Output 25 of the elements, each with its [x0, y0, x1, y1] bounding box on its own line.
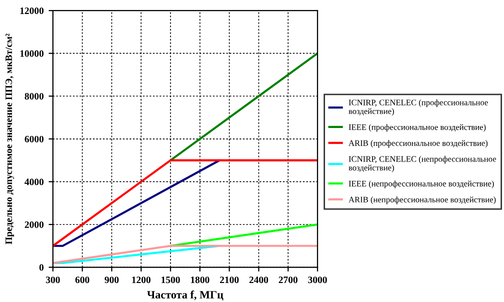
x-tick-label: 600 — [75, 276, 90, 284]
x-tick-label: 2400 — [249, 276, 268, 284]
x-tick-label: 3000 — [308, 276, 327, 284]
legend-label: ICNIRP, CENELEC (профессиональное воздействие) — [348, 99, 488, 116]
x-tick-label: 1800 — [190, 276, 210, 284]
legend-label: IEEE (профессиональное воздействие) — [348, 124, 486, 132]
x-tick-label: 300 — [46, 276, 60, 284]
y-tick-label: 8000 — [24, 93, 44, 100]
y-tick-label: 2000 — [24, 221, 44, 228]
y-tick-label: 0 — [39, 264, 44, 271]
legend-label: IEEE (непрофессиональное воздействие) — [348, 180, 494, 188]
y-tick-label: 6000 — [24, 136, 44, 142]
y-axis-title: Предельно допустимое значение ППЭ, мкВт/см² — [5, 34, 14, 244]
legend-label: ARIB (непрофессиональное воздействие) — [348, 196, 496, 204]
x-tick-label: 1200 — [132, 276, 150, 284]
y-tick-label: 4000 — [24, 178, 44, 186]
x-axis-title: Частота f, МГц — [147, 290, 224, 300]
y-tick-label: 10000 — [20, 50, 44, 57]
legend-label: ICNIRP, CENELEC (непрофессиональное воздействие) — [348, 156, 496, 172]
x-tick-label: 2700 — [278, 276, 298, 284]
x-tick-label: 2100 — [220, 276, 239, 284]
x-tick-label: 1500 — [162, 276, 180, 284]
y-tick-label: 12000 — [20, 7, 44, 14]
legend-label: ARIB (профессиональное воздействие) — [348, 140, 488, 148]
x-tick-label: 900 — [104, 276, 119, 284]
